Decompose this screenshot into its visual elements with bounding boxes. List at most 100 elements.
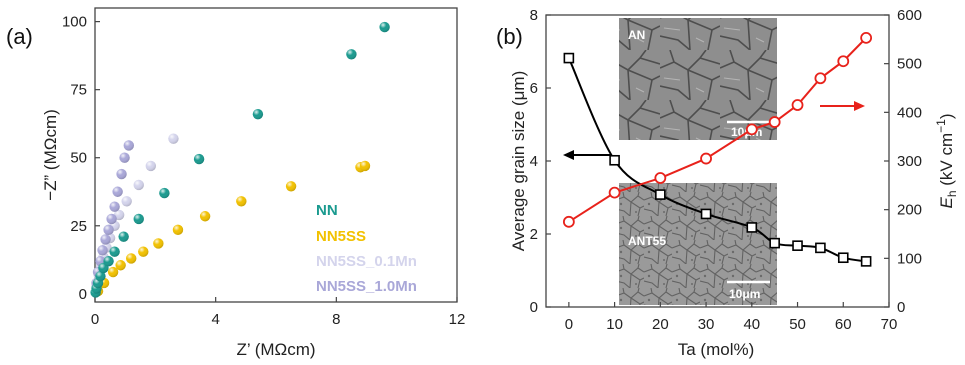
data-point [138,246,149,257]
panel-a-frame [94,7,458,303]
left-axis-arrow [563,150,612,160]
right-y-tick-label: 200 [897,202,922,219]
eh-marker [700,152,712,165]
x-tick-label: 4 [211,311,219,328]
data-point [346,49,357,60]
data-point [159,187,170,199]
panel-a-points [90,21,390,298]
grain-size-marker [655,189,666,200]
grain-size-marker [609,154,620,166]
eh-marker [745,123,758,136]
data-point [133,213,144,225]
x-tick-label: 30 [698,316,715,333]
data-point [123,140,134,151]
panel-b-right-axis-label: Eh (kV cm−1) [934,114,959,209]
sem-image-an [619,18,777,140]
right-axis-arrow [820,101,865,111]
panel-b-x-axis-label: Ta (mol%) [678,340,755,359]
panel-a-x-axis-label: Z’ (MΩcm) [236,340,315,359]
eh-line [568,37,867,223]
y-tick-label: 100 [62,14,87,31]
grain-size-marker [746,222,758,233]
panel-b-label: (b) [496,24,523,49]
panel-b-series [562,31,873,267]
left-y-tick-label: 8 [530,7,538,24]
grain-size-marker [563,52,575,64]
data-point [106,213,117,225]
legend-entry: NN [316,202,338,219]
x-tick-label: 12 [449,311,466,328]
data-point [97,245,108,256]
x-tick-label: 20 [652,316,669,333]
data-point [119,152,130,163]
right-y-tick-label: 400 [897,104,922,121]
eh-marker [608,186,621,199]
data-point [168,133,179,144]
sem-inset-ant55-label: ANT55 [628,234,666,248]
y-tick-label: 50 [70,150,87,167]
data-point [109,201,120,212]
sem-inset-an-label: AN [628,28,645,42]
panel-b: (b) AN 10μm ANT55 10μm 01020304050607002… [496,7,959,359]
left-y-tick-label: 2 [530,226,538,243]
sem-image-ant55 [619,183,777,305]
panel-a-label: (a) [6,24,33,49]
legend-entry: NN5SS [316,228,366,245]
data-point [145,160,157,172]
eh-marker [814,72,827,85]
data-point [115,260,126,271]
eh-marker [860,31,873,44]
legend-entry: NN5SS_1.0Mn [316,278,417,295]
panel-a: (a) 0 4 8 12 0 25 50 75 100 Z’ (MΩcm) −Z” (MΩcm)… [6,7,465,359]
eh-marker [654,172,667,184]
panel-a-legend: NN NN5SS NN5SS_0.1Mn NN5SS_1.0Mn [316,202,417,295]
data-point [107,266,119,278]
y-tick-label: 0 [79,286,87,303]
data-point [100,234,111,245]
data-point [252,108,264,120]
legend-entry: NN5SS_0.1Mn [316,253,417,270]
data-point [359,160,371,172]
eh-marker [562,215,575,228]
data-point [379,21,390,33]
grain-size-marker [792,240,803,251]
x-tick-label: 60 [835,316,852,333]
data-point [172,224,184,236]
grain-size-line [567,57,867,263]
right-y-tick-label: 500 [897,56,922,73]
data-point [285,181,297,192]
data-point [199,211,211,222]
grain-size-marker [769,237,780,249]
panel-a-ticks: 0 4 8 12 0 25 50 75 100 [62,14,465,328]
right-y-tick-label: 100 [897,250,922,267]
panel-a-y-axis-label: −Z” (MΩcm) [41,109,60,201]
x-tick-label: 0 [565,316,573,333]
x-tick-label: 70 [881,316,898,333]
data-point [153,238,164,249]
data-point [121,196,132,207]
data-point [112,186,123,197]
grain-size-marker [837,252,849,264]
right-y-tick-label: 600 [897,7,922,24]
data-point [116,168,127,180]
left-y-tick-label: 6 [530,80,538,97]
data-point [103,255,114,267]
x-tick-label: 40 [743,316,760,333]
sem-inset-ant55: ANT55 10μm [619,183,777,305]
left-y-tick-label: 0 [530,299,538,316]
eh-marker [837,55,850,68]
panel-b-left-axis-label: Average grain size (μm) [509,71,528,252]
right-y-tick-label: 300 [897,153,922,170]
y-tick-label: 25 [70,218,87,235]
data-point [126,253,137,264]
y-tick-label: 75 [70,82,87,99]
eh-marker [768,116,781,128]
grain-size-marker [700,208,712,220]
data-point [118,231,129,242]
scale-bar-ant55-label: 10μm [729,287,760,301]
sem-inset-an: AN 10μm [619,18,777,140]
left-y-tick-label: 4 [530,153,538,170]
data-point [236,196,247,207]
